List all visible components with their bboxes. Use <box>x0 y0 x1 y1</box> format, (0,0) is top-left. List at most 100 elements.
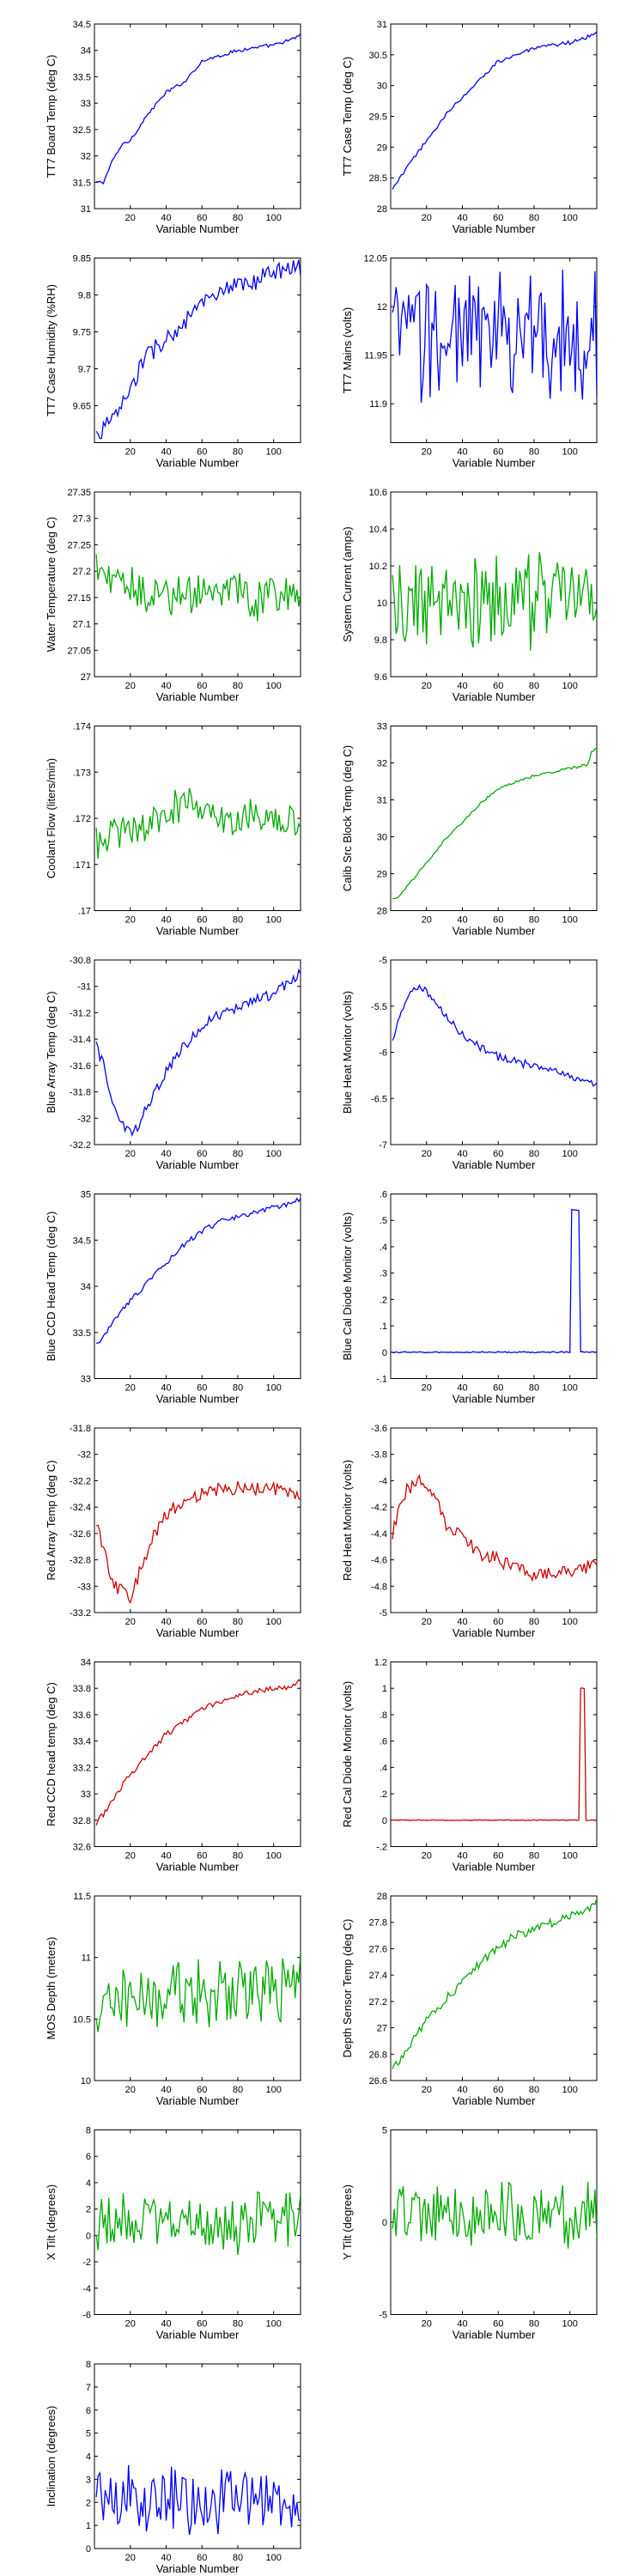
series-line <box>95 787 301 859</box>
y-tick-label: 33.4 <box>73 1737 91 1747</box>
y-axis-label: TT7 Mains (volts) <box>341 307 354 393</box>
y-tick-label: 29 <box>377 870 387 880</box>
y-tick-label: 10.4 <box>369 525 387 535</box>
y-tick-label: .2 <box>380 1295 387 1305</box>
y-tick-label: 30.5 <box>369 51 387 61</box>
y-tick-label: 9.75 <box>73 328 91 338</box>
x-tick-label: 20 <box>422 1851 432 1862</box>
y-tick-label: 9.8 <box>374 635 387 646</box>
y-tick-label: .8 <box>380 1710 387 1721</box>
x-tick-label: 60 <box>197 1851 207 1862</box>
plot-frame <box>390 1427 598 1613</box>
x-tick-label: 20 <box>422 1617 432 1627</box>
series-line <box>392 269 597 404</box>
y-tick-label: 27.8 <box>369 1918 387 1929</box>
series-line <box>392 983 597 1087</box>
x-tick-label: 20 <box>422 447 432 458</box>
x-tick-label: 100 <box>562 2085 578 2095</box>
y-tick-label: 1.2 <box>374 1658 387 1668</box>
y-tick-label: 0 <box>382 1348 387 1358</box>
y-tick-label: -33 <box>77 1582 91 1592</box>
x-tick-label: 80 <box>233 1149 243 1159</box>
y-tick-label: 1 <box>382 1684 387 1694</box>
plot-frame <box>94 2363 301 2549</box>
x-tick-label: 80 <box>529 1617 539 1627</box>
x-tick-label: 20 <box>125 1617 136 1627</box>
plot-frame <box>390 1662 598 1847</box>
y-tick-label: 28 <box>377 907 387 917</box>
y-tick-label: 9.85 <box>73 254 91 264</box>
x-tick-label: 60 <box>197 1617 207 1627</box>
series-line <box>95 2464 301 2536</box>
plot-frame <box>390 491 598 677</box>
y-tick-label: .5 <box>380 1216 387 1226</box>
series-line <box>95 1679 301 1826</box>
y-tick-label: -31.8 <box>70 1088 91 1098</box>
chart-panel-15: 20 40 60 80 100 32.6 32.8 33 33.2 33.4 33.6 33.8 34 V… <box>45 1658 301 1874</box>
x-tick-label: 20 <box>125 2085 136 2095</box>
x-tick-label: 20 <box>125 213 136 223</box>
x-tick-label: 80 <box>233 447 243 458</box>
x-tick-label: 100 <box>266 1149 282 1159</box>
x-axis-label: Variable Number <box>453 457 536 470</box>
chart-panel-5: 20 40 60 80 100 27 27.05 27.1 27.15 27.2 27.25 27.3… <box>45 488 301 703</box>
x-tick-label: 100 <box>562 1617 578 1627</box>
x-tick-label: 40 <box>457 447 467 458</box>
x-tick-label: 40 <box>161 1851 171 1862</box>
y-tick-label: 33.5 <box>73 72 91 82</box>
x-tick-label: 20 <box>125 2319 136 2330</box>
x-tick-label: 80 <box>529 1383 539 1394</box>
x-tick-label: 100 <box>266 213 282 223</box>
x-tick-label: 40 <box>161 2319 171 2330</box>
series-line <box>95 1952 301 2032</box>
y-tick-label: 4 <box>86 2452 91 2463</box>
x-tick-label: 20 <box>125 1383 136 1394</box>
x-tick-label: 20 <box>422 1149 432 1159</box>
y-tick-label: 0 <box>86 2231 91 2241</box>
x-axis-label: Variable Number <box>156 2094 240 2107</box>
y-tick-label: -32.8 <box>70 1556 91 1566</box>
plot-frame <box>94 1194 301 1379</box>
y-tick-label: -6.5 <box>371 1094 387 1104</box>
x-tick-label: 60 <box>493 915 503 926</box>
x-tick-label: 60 <box>493 1617 503 1627</box>
plot-frame <box>390 2129 598 2315</box>
chart-panel-9: 20 40 60 80 100 -32.2 -32 -31.8 -31.6 -31.4 -31.2 -… <box>45 956 301 1171</box>
x-tick-label: 60 <box>493 681 503 691</box>
x-tick-label: 20 <box>125 1851 136 1862</box>
y-tick-label: -4.4 <box>371 1529 387 1540</box>
x-tick-label: 80 <box>529 1149 539 1159</box>
y-tick-label: 4 <box>86 2178 91 2189</box>
x-axis-label: Variable Number <box>453 2094 536 2107</box>
y-tick-label: 5 <box>86 2429 91 2439</box>
chart-panel-17: 20 40 60 80 100 10 10.5 11 11.5 Variable Number MO… <box>45 1892 301 2107</box>
y-axis-label: TT7 Case Temp (deg C) <box>341 57 354 176</box>
x-axis-label: Variable Number <box>156 1861 240 1874</box>
x-tick-label: 60 <box>197 2553 207 2563</box>
y-tick-label: .174 <box>73 722 91 732</box>
x-tick-label: 80 <box>529 2085 539 2095</box>
y-tick-label: 32 <box>81 152 91 162</box>
x-tick-label: 100 <box>266 2319 282 2330</box>
x-tick-label: 60 <box>493 2319 503 2330</box>
y-tick-label: -.1 <box>376 1375 387 1385</box>
y-tick-label: 7 <box>86 2383 91 2393</box>
x-tick-label: 20 <box>125 2553 136 2563</box>
x-tick-label: 60 <box>197 1149 207 1159</box>
y-tick-label: 33 <box>81 99 91 109</box>
y-tick-label: -4 <box>379 1476 387 1486</box>
series-line <box>392 552 597 651</box>
y-tick-label: 9.8 <box>78 291 91 301</box>
x-tick-label: 40 <box>457 1383 467 1394</box>
x-tick-label: 20 <box>125 1149 136 1159</box>
x-tick-label: 60 <box>493 1851 503 1862</box>
y-tick-label: 11.9 <box>369 399 387 410</box>
chart-panel-14: 20 40 60 80 100 -5 -4.8 -4.6 -4.4 -4.2 -4 -3.8 -3.6 V… <box>341 1424 598 1639</box>
y-tick-label: -32.6 <box>70 1529 91 1540</box>
y-tick-label: .17 <box>78 907 91 917</box>
y-tick-label: 10 <box>377 598 387 609</box>
y-tick-label: .171 <box>73 860 91 871</box>
y-tick-label: -33.2 <box>70 1608 91 1619</box>
x-tick-label: 60 <box>493 1149 503 1159</box>
plot-frame <box>390 23 598 210</box>
